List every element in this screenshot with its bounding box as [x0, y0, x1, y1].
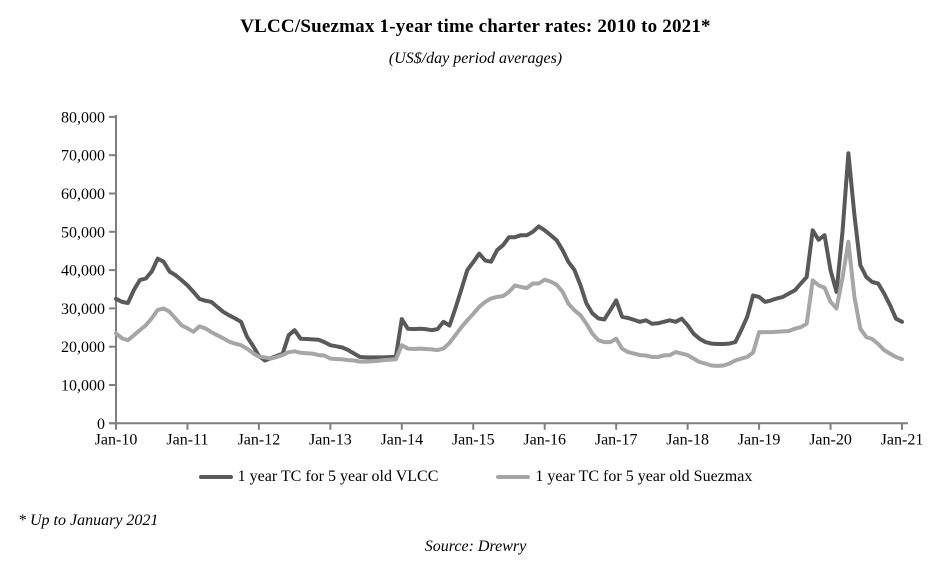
series-line-vlcc	[114, 151, 904, 363]
legend-label-vlcc: 1 year TC for 5 year old VLCC	[237, 468, 439, 485]
legend-label-suezmax: 1 year TC for 5 year old Suezmax	[535, 468, 753, 485]
x-axis-label: Jan-21	[881, 432, 924, 449]
x-axis-label: Jan-12	[238, 432, 281, 449]
suezmax-line-swatch-icon	[496, 475, 531, 479]
x-axis-label: Jan-16	[523, 432, 566, 449]
x-axis-label: Jan-11	[166, 432, 208, 449]
page-subtitle: (US$/day period averages)	[388, 50, 563, 67]
source-note: Source: Drewry	[424, 538, 527, 555]
y-axis-label: 20,000	[61, 339, 105, 356]
y-axis-label: 60,000	[61, 186, 105, 203]
x-axis-label: Jan-14	[380, 432, 423, 449]
x-axis-label: Jan-13	[309, 432, 352, 449]
y-axis-label: 40,000	[61, 263, 105, 280]
page-title: VLCC/Suezmax 1-year time charter rates: …	[240, 16, 711, 37]
x-axis-label: Jan-19	[738, 432, 781, 449]
x-axis-label: Jan-15	[452, 432, 495, 449]
x-axis-label: Jan-18	[666, 432, 709, 449]
x-axis-label: Jan-20	[809, 432, 852, 449]
y-axis-label: 10,000	[61, 378, 105, 395]
legend-item-vlcc: 1 year TC for 5 year old VLCC	[198, 468, 439, 486]
vlcc-line-swatch-icon	[198, 475, 233, 479]
x-axis-label: Jan-17	[595, 432, 638, 449]
legend-item-suezmax: 1 year TC for 5 year old Suezmax	[496, 468, 752, 486]
y-axis-label: 70,000	[61, 148, 105, 165]
y-axis-label: 30,000	[61, 301, 105, 318]
y-axis-label: 80,000	[61, 109, 105, 126]
series-line-suezmax	[114, 239, 904, 368]
chart-legend: 1 year TC for 5 year old VLCC 1 year TC …	[0, 468, 951, 486]
y-axis-label: 50,000	[61, 224, 105, 241]
y-axis-label: 0	[97, 416, 105, 433]
x-axis-label: Jan-10	[95, 432, 138, 449]
footnote: * Up to January 2021	[18, 512, 159, 529]
